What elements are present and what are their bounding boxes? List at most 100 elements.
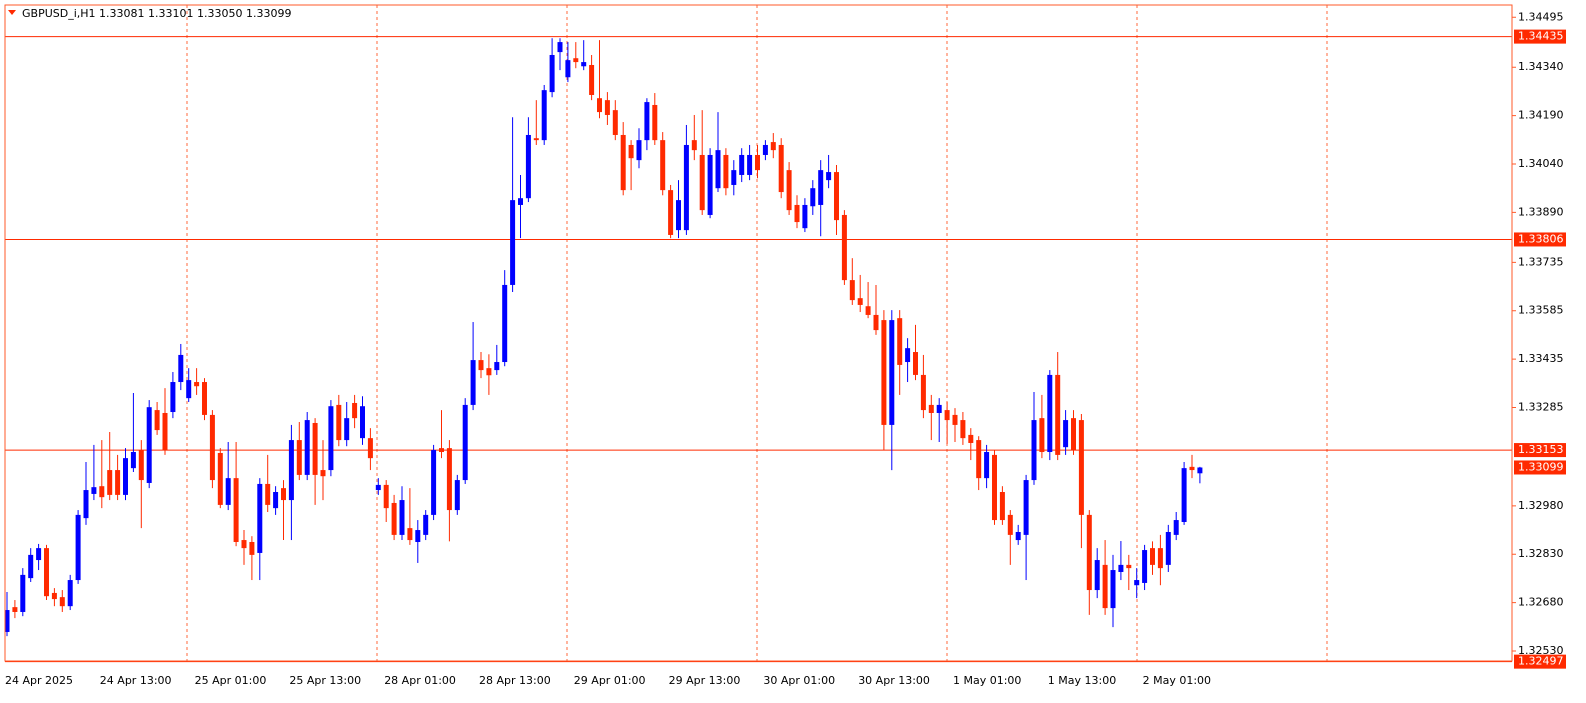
candle-body [936,404,942,413]
candle-body [186,380,192,399]
price-label: 1.33099 [1518,460,1564,473]
candle-body [557,42,563,53]
candle-body [1094,560,1100,591]
candle-body [178,354,184,383]
candle-body [209,414,215,481]
candle-body [723,154,729,189]
candle-body [138,450,144,481]
candle-body [1110,570,1116,609]
y-tick-label: 1.34340 [1518,60,1564,73]
y-tick-label: 1.33735 [1518,255,1564,268]
candle-body [502,284,508,363]
x-tick-label: 30 Apr 13:00 [858,674,930,687]
candle-body [202,382,207,415]
candle-body [1007,514,1013,535]
candle-body [312,422,318,475]
candle-body [1055,374,1061,455]
candle-body [755,154,760,171]
candle-body [1150,548,1155,565]
candle-body [581,62,587,67]
candle-body [604,100,610,115]
candle-body [1086,514,1092,591]
candle-body [518,198,523,205]
candle-body [59,597,65,607]
candle-body [1157,548,1163,569]
x-tick-label: 29 Apr 01:00 [574,674,646,687]
candle-body [1173,520,1179,535]
candle-body [486,368,492,376]
candle-body [881,320,887,425]
x-tick-label: 30 Apr 01:00 [763,674,835,687]
candle-body [217,452,223,505]
price-label: 1.33153 [1518,443,1564,456]
price-label: 1.33806 [1518,232,1564,245]
candle-body [1015,531,1021,541]
candle-body [375,484,381,491]
y-tick-label: 1.32980 [1518,499,1564,512]
candle-body [1023,480,1029,535]
price-label: 1.34435 [1518,30,1564,43]
collapse-icon[interactable] [8,10,16,15]
candle-body [668,190,674,235]
y-tick-label: 1.33890 [1518,205,1564,218]
candle-body [636,140,642,161]
candle-body [644,102,650,141]
candle-body [747,154,753,175]
candle-body [999,492,1005,521]
candle-body [99,486,105,498]
candle-body [573,58,579,63]
candle-body [439,448,444,453]
candle-body [699,154,705,211]
candle-body [1165,531,1171,565]
candle-body [1047,374,1053,453]
candle-body [367,438,373,459]
candle-body [770,142,776,151]
candle-body [415,530,421,542]
candle-body [1039,418,1045,453]
candle-body [849,280,855,301]
candle-body [281,488,286,501]
candle-body [431,450,437,515]
x-tick-label: 24 Apr 2025 [5,674,73,687]
candle-body [1031,420,1037,481]
candle-body [707,154,713,215]
price-label-bg [1514,443,1566,458]
candle-body [1197,467,1203,474]
candle-body [407,528,413,541]
y-tick-label: 1.32530 [1518,644,1564,657]
candle-body [494,362,500,371]
candle-body [107,470,113,495]
candle-body [336,404,342,441]
candle-body [470,360,476,405]
candle-body [731,170,737,185]
candle-body [905,348,911,363]
candle-body [344,418,350,441]
candle-body [691,140,697,151]
candle-body [1134,580,1140,586]
y-tick-label: 1.34190 [1518,109,1564,122]
candle-body [233,478,239,542]
candle-body [794,204,800,223]
candle-body [992,454,997,521]
candle-body [928,404,934,413]
candle-body [446,448,452,511]
candle-body [786,170,792,211]
candle-body [589,64,595,95]
candle-body [352,402,358,419]
candle-body [841,214,847,281]
price-label-bg [1514,460,1566,475]
y-tick-label: 1.32830 [1518,547,1564,560]
x-tick-label: 25 Apr 13:00 [289,674,361,687]
candle-body [660,140,666,191]
candle-body [541,90,547,141]
x-tick-label: 28 Apr 01:00 [384,674,456,687]
candle-body [1063,420,1069,448]
candle-body [241,540,247,549]
candle-body [304,420,310,475]
plot [4,38,1203,637]
candle-body [873,314,879,331]
candle-body [920,374,926,411]
candle-body [818,170,824,205]
price-axis: 1.34495 1.34340 1.34190 1.34040 1.33890 1.337… [1512,10,1566,669]
